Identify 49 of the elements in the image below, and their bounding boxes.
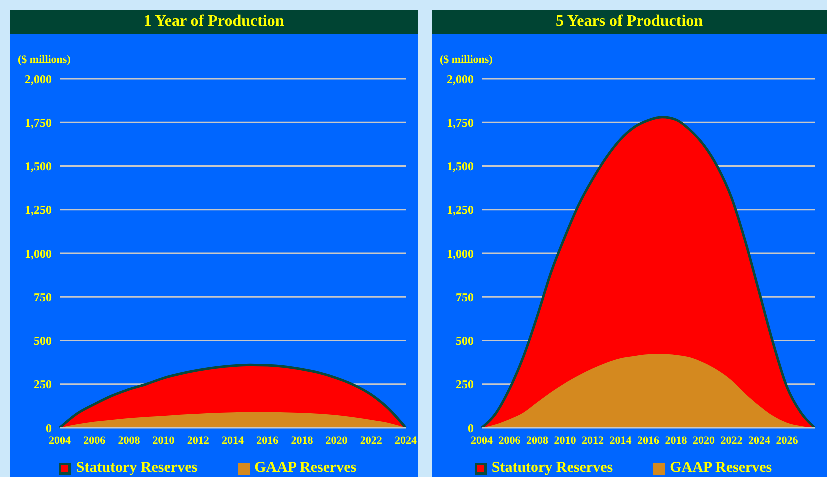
- x-tick-label: 2016: [256, 434, 280, 447]
- y-tick-label: 1,250: [25, 203, 52, 218]
- legend-label: Statutory Reserves: [76, 460, 198, 477]
- x-tick-label: 2024: [748, 434, 771, 447]
- y-tick-label: 250: [34, 378, 52, 392]
- x-tick-label: 2018: [665, 434, 688, 447]
- legend-label: GAAP Reserves: [670, 460, 772, 477]
- x-tick-label: 2024: [395, 434, 418, 447]
- x-tick-label: 2022: [360, 434, 383, 447]
- y-tick-label: 750: [456, 290, 474, 304]
- y-tick-label: 1,750: [25, 116, 52, 130]
- y-tick-label: 2,000: [25, 72, 52, 86]
- y-tick-label: 750: [34, 290, 52, 304]
- chart-title: 1 Year of Production: [10, 10, 418, 34]
- y-tick-label: 250: [456, 378, 474, 392]
- x-tick-label: 2012: [187, 434, 210, 447]
- x-tick-label: 2010: [554, 434, 577, 447]
- x-tick-label: 2014: [610, 434, 632, 447]
- y-tick-label: 500: [34, 334, 52, 348]
- x-tick-label: 2018: [291, 434, 314, 447]
- x-tick-label: 2006: [498, 434, 522, 447]
- x-tick-label: 2022: [720, 434, 744, 447]
- legend-label: Statutory Reserves: [492, 460, 614, 477]
- x-tick-label: 2008: [118, 434, 141, 447]
- y-tick-label: 500: [456, 334, 474, 348]
- x-tick-label: 2020: [326, 434, 348, 447]
- chart-title: 5 Years of Production: [432, 10, 827, 34]
- x-tick-label: 2004: [471, 434, 494, 447]
- y-axis-title: ($ millions): [18, 54, 71, 66]
- y-tick-label: 1,250: [447, 203, 474, 218]
- y-tick-label: 2,000: [447, 72, 474, 86]
- y-tick-label: 0: [46, 421, 52, 436]
- y-tick-label: 1,500: [447, 160, 474, 174]
- x-tick-label: 2008: [526, 434, 549, 447]
- legend-label: GAAP Reserves: [254, 460, 357, 477]
- x-tick-label: 2014: [222, 434, 244, 447]
- y-tick-label: 1,000: [447, 246, 474, 261]
- y-tick-label: 1,500: [25, 160, 52, 174]
- x-tick-label: 2010: [152, 434, 176, 447]
- y-tick-label: 1,000: [25, 246, 52, 261]
- x-tick-label: 2016: [638, 434, 660, 447]
- y-tick-label: 0: [468, 421, 474, 436]
- x-tick-label: 2006: [84, 434, 106, 447]
- x-tick-label: 2026: [776, 434, 799, 447]
- y-tick-label: 1,750: [447, 116, 474, 130]
- x-tick-label: 2020: [693, 434, 716, 447]
- y-axis-title: ($ millions): [440, 54, 493, 66]
- x-tick-label: 2004: [49, 434, 72, 447]
- x-tick-label: 2012: [582, 434, 604, 447]
